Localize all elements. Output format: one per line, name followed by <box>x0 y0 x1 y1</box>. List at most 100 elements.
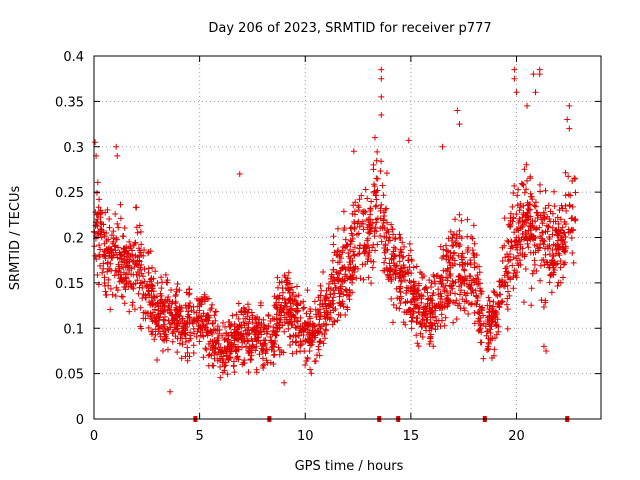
data-point <box>471 320 478 327</box>
data-point <box>490 298 497 305</box>
data-point <box>286 333 293 340</box>
data-point <box>511 66 518 73</box>
data-point <box>393 304 400 311</box>
data-point <box>214 327 221 334</box>
data-point <box>193 333 200 340</box>
data-point <box>300 305 307 312</box>
data-point <box>259 355 266 362</box>
data-point <box>489 305 496 312</box>
data-point <box>459 296 466 303</box>
data-point <box>504 251 511 258</box>
data-point <box>226 339 233 346</box>
data-point <box>141 247 148 254</box>
data-point <box>504 270 511 277</box>
data-point <box>346 253 353 260</box>
data-point <box>370 166 377 173</box>
data-point <box>426 340 433 347</box>
data-point <box>251 331 258 338</box>
data-point <box>405 137 412 144</box>
data-point <box>527 190 534 197</box>
data-point <box>498 299 505 306</box>
data-point <box>366 247 373 254</box>
data-point <box>276 351 283 358</box>
data-point <box>480 320 487 327</box>
data-point <box>284 275 291 282</box>
data-point <box>131 306 138 313</box>
x-tick-label: 20 <box>508 429 525 444</box>
data-point <box>538 235 545 242</box>
data-point <box>235 343 242 350</box>
data-point <box>175 309 182 316</box>
data-point <box>129 258 136 265</box>
data-point <box>181 319 188 326</box>
data-point <box>458 217 465 224</box>
data-point <box>327 286 334 293</box>
data-point <box>164 306 171 313</box>
data-point <box>235 346 242 353</box>
data-point <box>396 252 403 259</box>
data-point <box>367 207 374 214</box>
data-point <box>285 325 292 332</box>
data-point <box>147 314 154 321</box>
data-point <box>446 282 453 289</box>
data-point <box>231 369 238 376</box>
data-point <box>300 298 307 305</box>
data-point <box>244 337 251 344</box>
data-point <box>568 215 575 222</box>
data-point <box>352 199 359 206</box>
data-point <box>184 357 191 364</box>
data-point <box>100 265 107 272</box>
data-point <box>427 295 434 302</box>
data-point <box>169 298 176 305</box>
chart-title: Day 206 of 2023, SRMTID for receiver p77… <box>208 21 491 36</box>
data-point <box>572 175 579 182</box>
data-point <box>378 93 385 100</box>
data-point <box>159 347 166 354</box>
data-point <box>562 169 569 176</box>
data-point <box>396 305 403 312</box>
data-point <box>439 299 446 306</box>
data-point <box>523 186 530 193</box>
data-point <box>120 269 127 276</box>
y-tick-label: 0 <box>76 413 84 428</box>
data-point <box>346 286 353 293</box>
data-point <box>143 283 150 290</box>
data-point <box>569 249 576 256</box>
data-point <box>204 313 211 320</box>
data-point <box>550 271 557 278</box>
data-point <box>252 324 259 331</box>
data-point <box>484 302 491 309</box>
data-point <box>95 204 102 211</box>
data-point <box>528 302 535 309</box>
data-point <box>261 337 268 344</box>
data-point <box>178 355 185 362</box>
data-point <box>511 75 518 82</box>
y-tick-label: 0.3 <box>63 141 84 156</box>
data-point <box>499 258 506 265</box>
data-point <box>342 311 349 318</box>
data-point <box>369 264 376 271</box>
data-point <box>413 332 420 339</box>
data-point <box>548 289 555 296</box>
data-point <box>485 294 492 301</box>
data-point <box>106 224 113 231</box>
data-point <box>402 299 409 306</box>
data-point <box>98 226 105 233</box>
data-point <box>484 328 491 335</box>
data-point <box>147 248 154 255</box>
data-point <box>249 312 256 319</box>
data-point <box>293 348 300 355</box>
data-point <box>480 312 487 319</box>
data-point <box>322 295 329 302</box>
data-point <box>408 270 415 277</box>
data-point <box>515 227 522 234</box>
data-point <box>263 346 270 353</box>
data-point <box>447 272 454 279</box>
data-point <box>236 170 243 177</box>
data-point <box>309 327 316 334</box>
data-point <box>525 201 532 208</box>
data-point <box>209 330 216 337</box>
data-point <box>336 253 343 260</box>
data-point <box>359 261 366 268</box>
data-point <box>456 261 463 268</box>
